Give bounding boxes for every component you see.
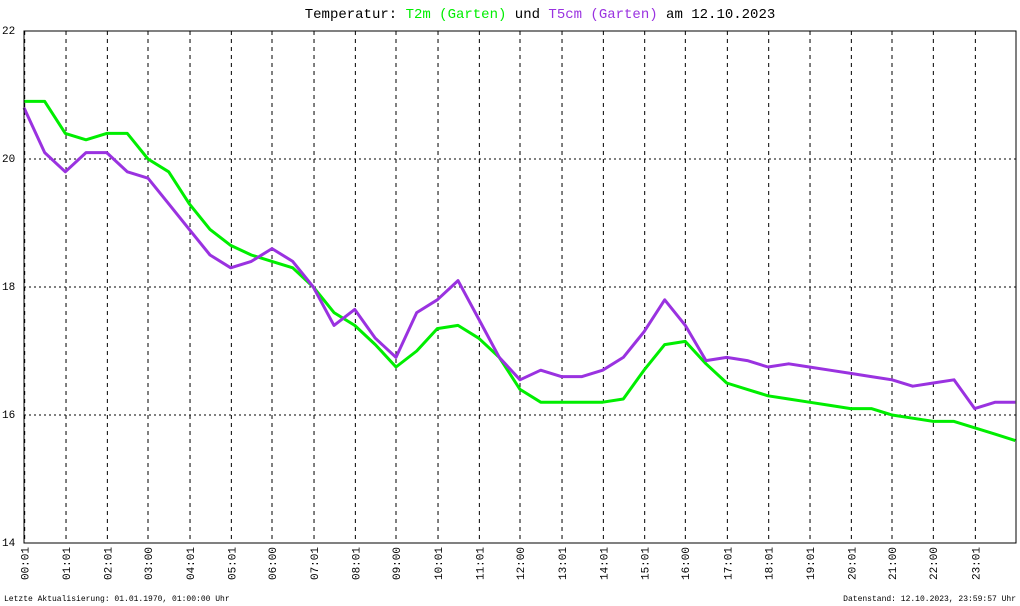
series-line xyxy=(22,107,1016,411)
x-tick-label: 11:01 xyxy=(475,547,487,580)
chart-title: Temperatur: T2m (Garten) und T5cm (Garte… xyxy=(305,7,776,23)
footer-right: Datenstand: 12.10.2023, 23:59:57 Uhr xyxy=(843,595,1016,604)
y-tick-label: 22 xyxy=(2,26,15,38)
x-tick-label: 04:01 xyxy=(186,547,198,580)
x-tick-label: 14:01 xyxy=(599,547,611,580)
series-line xyxy=(24,99,1016,443)
y-tick-label: 18 xyxy=(2,282,15,294)
x-tick-label: 19:01 xyxy=(806,547,818,580)
x-tick-label: 09:00 xyxy=(392,547,404,580)
title-suffix: am 12.10.2023 xyxy=(666,7,775,23)
x-tick-label: 13:01 xyxy=(558,547,570,580)
grid xyxy=(24,30,1016,544)
x-tick-label: 08:01 xyxy=(351,547,363,580)
x-tick-label: 05:01 xyxy=(227,547,239,580)
footer-left: Letzte Aktualisierung: 01.01.1970, 01:00… xyxy=(4,595,230,604)
title-joiner: und xyxy=(515,7,540,23)
x-tick-label: 23:01 xyxy=(971,547,983,580)
y-tick-label: 14 xyxy=(2,538,16,550)
x-tick-label: 20:01 xyxy=(847,547,859,580)
title-prefix: Temperatur: xyxy=(305,7,397,23)
x-tick-label: 17:01 xyxy=(723,547,735,580)
plot-frame xyxy=(23,30,1017,544)
legend-entry: T2m (Garten) xyxy=(406,7,507,23)
x-tick-label: 02:01 xyxy=(103,547,115,580)
x-tick-label: 18:01 xyxy=(765,547,777,580)
x-tick-label: 15:01 xyxy=(641,547,653,580)
y-tick-label: 16 xyxy=(2,410,15,422)
x-tick-label: 10:01 xyxy=(434,547,446,580)
x-tick-label: 03:00 xyxy=(144,547,156,580)
x-tick-label: 00:01 xyxy=(21,547,33,580)
x-tick-label: 12:00 xyxy=(516,547,528,580)
plot xyxy=(22,99,1016,443)
x-tick-label: 22:00 xyxy=(929,547,941,580)
y-tick-label: 20 xyxy=(2,154,15,166)
x-tick-label: 16:00 xyxy=(681,547,693,580)
legend-entry: T5cm (Garten) xyxy=(548,7,657,23)
x-tick-label: 07:01 xyxy=(310,547,322,580)
x-tick-label: 01:01 xyxy=(62,547,74,580)
x-tick-label: 21:00 xyxy=(888,547,900,580)
x-tick-label: 06:00 xyxy=(268,547,280,580)
